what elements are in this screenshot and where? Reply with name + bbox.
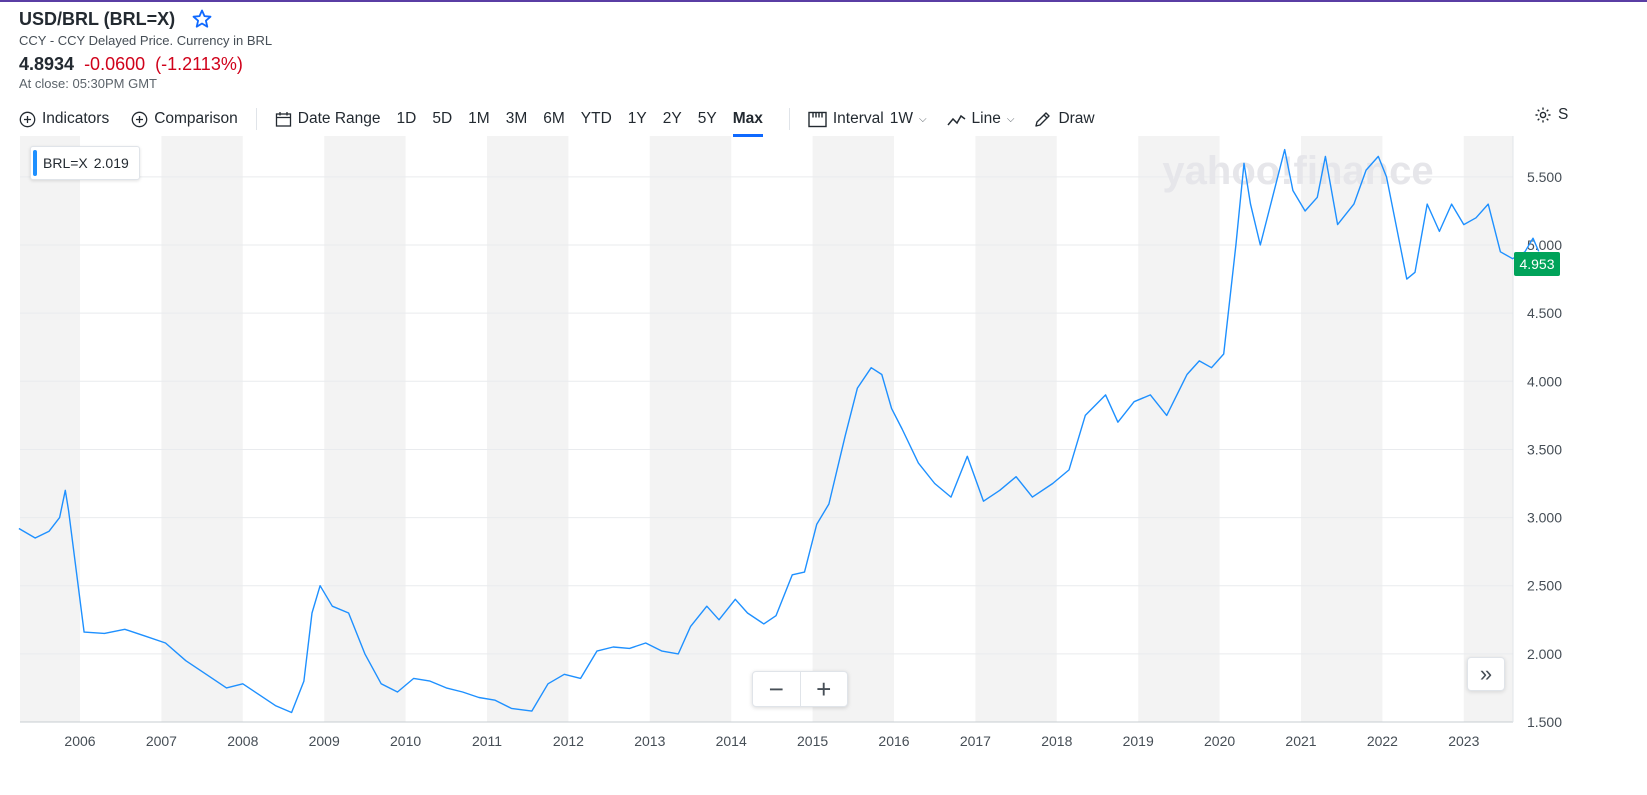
y-tick-label: 3.500 xyxy=(1527,441,1562,457)
chart-type-dropdown[interactable]: Line ⌵ xyxy=(946,110,1015,128)
legend-symbol: BRL=X xyxy=(43,155,88,171)
y-tick-label: 3.000 xyxy=(1527,510,1562,526)
indicators-button[interactable]: Indicators xyxy=(19,110,109,128)
y-tick-label: 5.500 xyxy=(1527,169,1562,185)
y-tick-label: 2.500 xyxy=(1527,578,1562,594)
year-band xyxy=(20,136,80,722)
interval-icon xyxy=(808,111,827,127)
x-tick-label: 2006 xyxy=(64,733,95,749)
interval-dropdown[interactable]: Interval 1W ⌵ xyxy=(808,110,927,128)
legend-value: 2.019 xyxy=(93,155,129,171)
date-range-button[interactable]: Date Range xyxy=(275,110,381,128)
settings-label: S xyxy=(1558,106,1569,123)
quote-header: USD/BRL (BRL=X) CCY - CCY Delayed Price.… xyxy=(19,8,273,92)
x-tick-label: 2017 xyxy=(960,733,991,749)
watermark-logo: yahoo!finance xyxy=(1162,149,1433,193)
year-band xyxy=(161,136,243,722)
year-band xyxy=(324,136,406,722)
range-buttons: 1D 5D 1M 3M 6M YTD 1Y 2Y 5Y Max xyxy=(389,110,771,137)
chart-toolbar: Indicators Comparison Date Range 1D 5D 1M 3… xyxy=(19,106,1647,137)
date-range-label: Date Range xyxy=(297,110,381,127)
star-icon[interactable] xyxy=(191,8,213,30)
range-button-ytd[interactable]: YTD xyxy=(580,110,612,127)
close-time-note: At close: 05:30PM GMT xyxy=(19,76,157,91)
comparison-label: Comparison xyxy=(154,110,238,127)
range-button-1m[interactable]: 1M xyxy=(468,110,490,127)
series-legend: BRL=X 2.019 xyxy=(30,146,140,180)
x-tick-label: 2015 xyxy=(797,733,828,749)
x-tick-label: 2023 xyxy=(1448,733,1479,749)
x-tick-label: 2022 xyxy=(1367,733,1398,749)
x-tick-label: 2016 xyxy=(878,733,909,749)
last-price: 4.8934 xyxy=(19,54,75,74)
interval-value: 1W xyxy=(889,110,913,127)
year-band xyxy=(1301,136,1383,722)
settings-button[interactable]: S xyxy=(1534,106,1568,124)
top-accent-line xyxy=(0,0,1647,2)
year-band xyxy=(1463,136,1513,722)
last-price-tag: 4.953 xyxy=(1514,252,1560,276)
range-button-5d[interactable]: 5D xyxy=(432,110,453,127)
y-tick-label: 4.000 xyxy=(1527,373,1562,389)
toolbar-divider xyxy=(788,108,790,130)
x-tick-label: 2014 xyxy=(716,733,747,749)
range-button-1y[interactable]: 1Y xyxy=(627,110,647,127)
year-band xyxy=(1138,136,1220,722)
year-band xyxy=(487,136,569,722)
calendar-icon xyxy=(275,111,291,127)
x-tick-label: 2021 xyxy=(1285,733,1316,749)
y-tick-label: 2.000 xyxy=(1527,646,1562,662)
interval-label: Interval xyxy=(832,110,884,127)
range-button-5y[interactable]: 5Y xyxy=(697,110,717,127)
year-band xyxy=(975,136,1057,722)
y-tick-label: 5.000 xyxy=(1527,237,1562,253)
x-tick-label: 2007 xyxy=(146,733,177,749)
range-button-6m[interactable]: 6M xyxy=(543,110,565,127)
price-change-percent: (-1.2113%) xyxy=(155,54,243,74)
toolbar-divider xyxy=(255,108,257,130)
price-chart[interactable]: yahoo!finance 1.500 2.000 2.500 3.000 3.500 4.… xyxy=(0,136,1647,790)
chart-area[interactable]: yahoo!finance 1.500 2.000 2.500 3.000 3.500 4.… xyxy=(0,136,1647,790)
x-tick-label: 2009 xyxy=(309,733,340,749)
price-change: -0.0600 xyxy=(84,54,146,74)
draw-button[interactable]: Draw xyxy=(1034,110,1095,128)
x-tick-label: 2012 xyxy=(553,733,584,749)
pencil-icon xyxy=(1035,112,1051,127)
y-tick-label: 1.500 xyxy=(1527,714,1562,730)
chevron-down-icon: ⌵ xyxy=(1006,113,1015,125)
year-band xyxy=(649,136,732,722)
plus-circle-icon xyxy=(19,111,36,127)
range-button-max[interactable]: Max xyxy=(732,110,764,137)
x-tick-label: 2010 xyxy=(390,733,421,749)
chevron-down-icon: ⌵ xyxy=(918,113,927,125)
x-tick-label: 2020 xyxy=(1204,733,1235,749)
draw-label: Draw xyxy=(1058,110,1095,127)
x-tick-label: 2008 xyxy=(227,733,258,749)
scroll-forward-button[interactable]: » xyxy=(1467,657,1505,691)
quote-subtitle: CCY - CCY Delayed Price. Currency in BRL xyxy=(19,33,273,48)
page-title: USD/BRL (BRL=X) xyxy=(19,8,176,29)
year-band xyxy=(812,136,894,722)
x-tick-label: 2011 xyxy=(472,733,502,749)
chart-type-label: Line xyxy=(971,110,1001,127)
plus-circle-icon xyxy=(131,111,148,127)
gear-icon xyxy=(1535,107,1551,123)
zoom-out-button[interactable]: − xyxy=(753,672,801,706)
range-button-3m[interactable]: 3M xyxy=(505,110,528,127)
zoom-in-button[interactable]: + xyxy=(816,673,832,704)
x-tick-label: 2013 xyxy=(634,733,665,749)
zoom-controls: − + xyxy=(752,671,848,707)
indicators-label: Indicators xyxy=(42,110,110,127)
range-button-1d[interactable]: 1D xyxy=(396,110,417,127)
range-button-2y[interactable]: 2Y xyxy=(662,110,682,127)
comparison-button[interactable]: Comparison xyxy=(131,110,238,128)
price-line xyxy=(18,148,1540,714)
x-tick-label: 2018 xyxy=(1041,733,1072,749)
line-chart-icon xyxy=(946,114,965,125)
x-tick-label: 2019 xyxy=(1123,733,1154,749)
y-tick-label: 4.500 xyxy=(1527,305,1562,321)
